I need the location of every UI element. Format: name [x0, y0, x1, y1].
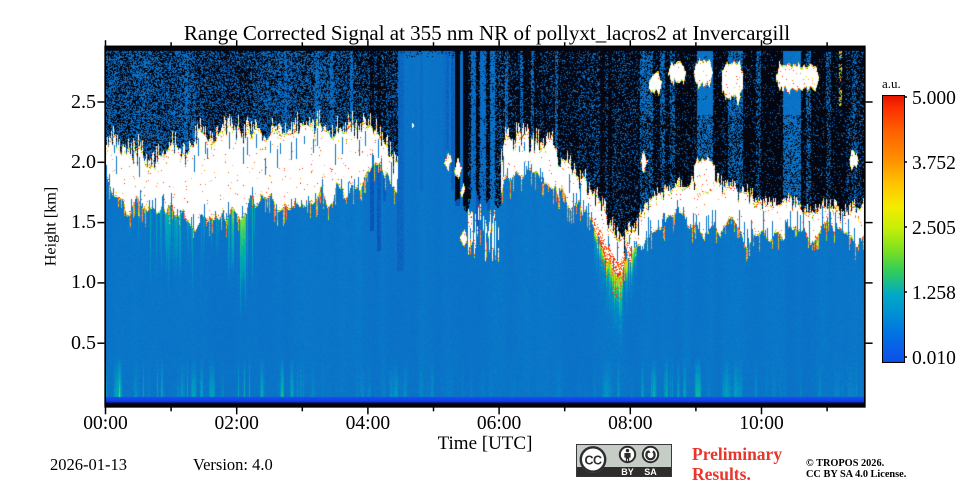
svg-text:BY: BY: [621, 467, 634, 477]
svg-text:SA: SA: [644, 467, 657, 477]
svg-text:CC: CC: [584, 453, 602, 467]
